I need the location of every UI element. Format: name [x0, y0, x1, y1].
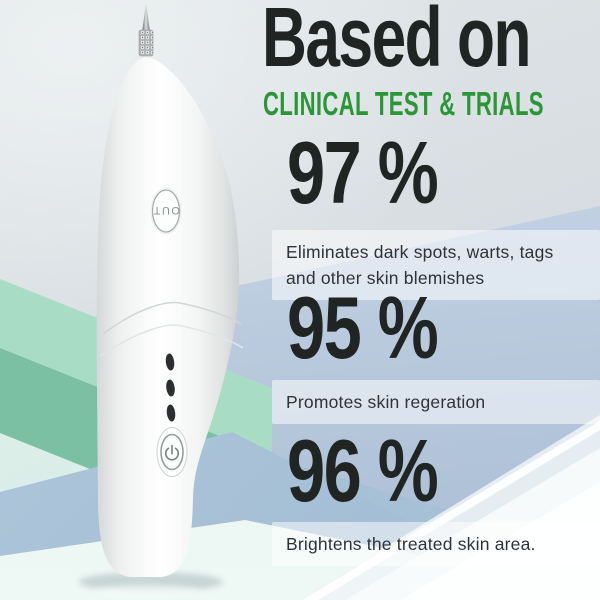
indicator-dot: [165, 353, 175, 371]
indicator-dot: [166, 379, 175, 397]
device-reflection: [96, 585, 200, 597]
stat-description-panel: Eliminates dark spots, warts, tags and o…: [272, 230, 600, 300]
power-icon: [164, 444, 180, 461]
power-button: [156, 427, 188, 477]
stat-description-panel: Brightens the treated skin area.: [272, 522, 600, 566]
indicator-dot: [166, 404, 176, 422]
out-button-emboss: [150, 187, 182, 235]
headline-subtitle: CLINICAL TEST & TRIALS: [263, 85, 544, 122]
out-button-label: OUT: [152, 204, 180, 216]
stat-value-96: 96 %: [287, 421, 439, 520]
chevron-line-icon: [99, 324, 244, 357]
needle-tip-icon: [142, 3, 150, 32]
headline-title: Based on: [262, 0, 531, 84]
indicator-dots: [165, 353, 176, 422]
stat-value-95: 95 %: [287, 278, 439, 377]
out-button: [151, 189, 181, 233]
chevron-line-icon: [102, 301, 242, 335]
stat-description-panel: Promotes skin regeration: [272, 380, 600, 424]
needle-thread-base: [138, 29, 154, 57]
stat-value-97: 97 %: [287, 123, 439, 222]
pen-body: [96, 57, 240, 577]
